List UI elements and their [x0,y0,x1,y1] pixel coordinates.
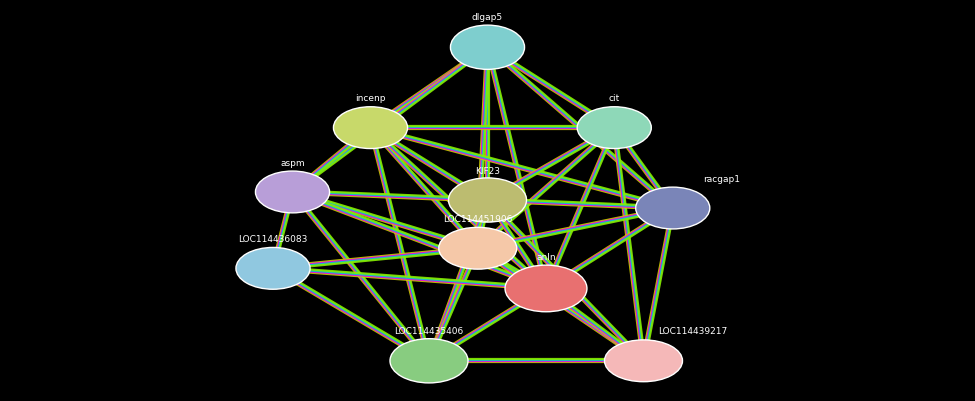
Text: incenp: incenp [355,94,386,103]
Text: dlgap5: dlgap5 [472,13,503,22]
Text: cit: cit [608,94,620,103]
Text: aspm: aspm [280,158,305,167]
Text: LOC114435406: LOC114435406 [394,326,464,335]
Ellipse shape [255,172,330,213]
Text: KIF23: KIF23 [475,166,500,175]
Ellipse shape [577,107,651,149]
Ellipse shape [604,340,682,382]
Ellipse shape [505,265,587,312]
Ellipse shape [448,178,526,223]
Text: anln: anln [536,253,556,261]
Text: LOC114436083: LOC114436083 [238,235,308,243]
Ellipse shape [333,107,408,149]
Ellipse shape [236,248,310,290]
Ellipse shape [636,188,710,229]
Ellipse shape [439,228,517,269]
Text: racgap1: racgap1 [703,174,740,183]
Ellipse shape [450,26,525,70]
Text: LOC114439217: LOC114439217 [657,327,727,336]
Text: LOC114451906: LOC114451906 [443,215,513,223]
Ellipse shape [390,339,468,383]
